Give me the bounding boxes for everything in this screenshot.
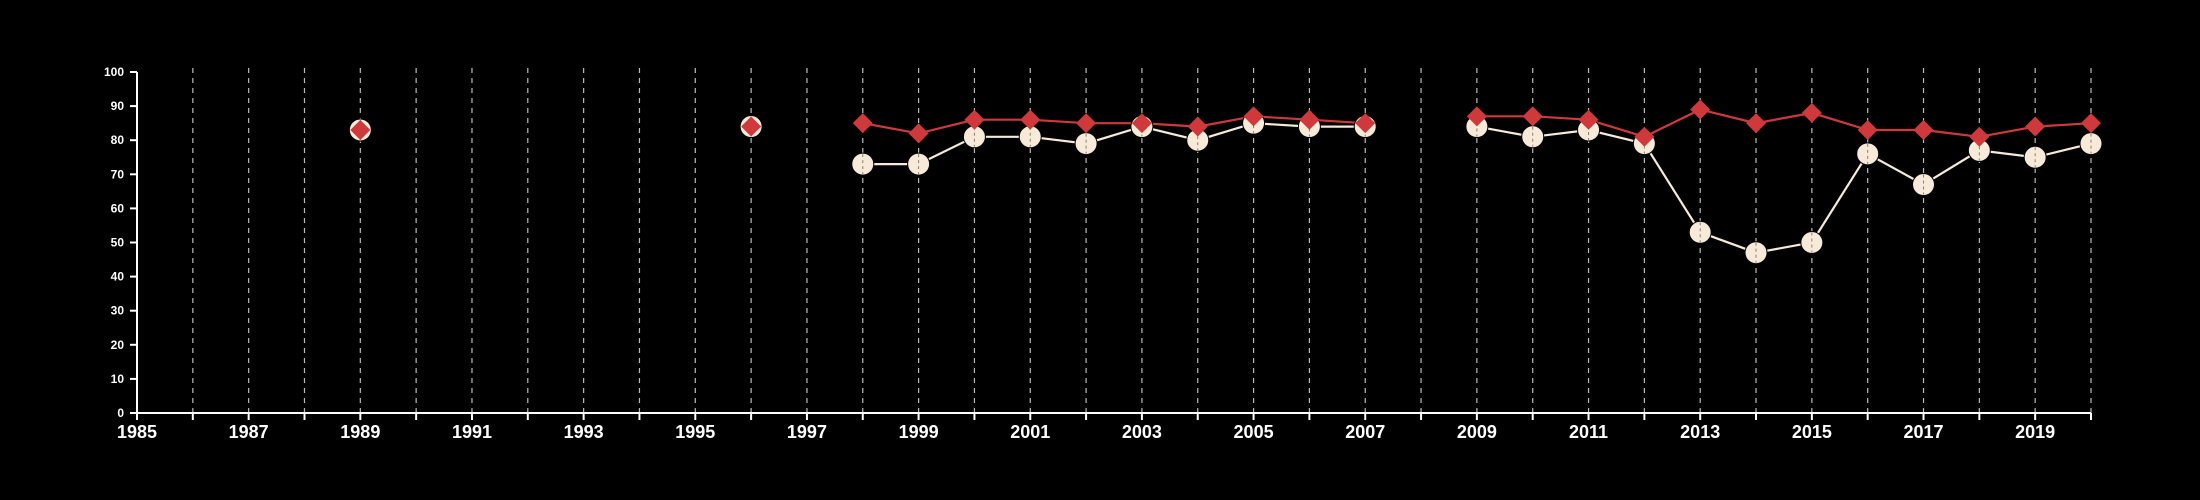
circle-marker-2015 xyxy=(1800,231,1824,254)
y-tick-label-40: 40 xyxy=(111,270,125,284)
diamond-marker-2001 xyxy=(1020,109,1041,130)
x-tick-label-1991: 1991 xyxy=(452,422,492,442)
series-1-line-3 xyxy=(1476,125,2092,254)
circle-marker-2019 xyxy=(2023,145,2047,169)
x-tick-label-1987: 1987 xyxy=(229,422,269,442)
x-tick-label-2009: 2009 xyxy=(1457,422,1497,442)
y-tick-label-80: 80 xyxy=(111,133,125,147)
diamond-marker-2018 xyxy=(1969,126,1990,147)
y-tick-label-60: 60 xyxy=(111,201,125,215)
series-0-line-2 xyxy=(862,115,1366,135)
circle-marker-2016 xyxy=(1856,142,1880,166)
diamond-marker-2007 xyxy=(1355,113,1376,134)
circle-marker-1998 xyxy=(851,152,875,176)
x-tick-label-2017: 2017 xyxy=(1903,422,1943,442)
diamond-marker-2014 xyxy=(1746,113,1767,134)
diamond-marker-2013 xyxy=(1690,99,1711,120)
x-tick-label-1995: 1995 xyxy=(675,422,715,442)
diamond-marker-1996 xyxy=(741,116,762,137)
diamond-marker-2009 xyxy=(1466,106,1487,127)
circle-marker-2013 xyxy=(1688,220,1712,244)
circle-marker-2017 xyxy=(1912,173,1936,197)
y-tick-label-100: 100 xyxy=(104,65,124,79)
diamond-marker-2011 xyxy=(1578,109,1599,130)
circle-marker-1999 xyxy=(907,152,931,176)
y-tick-label-70: 70 xyxy=(111,167,125,181)
diamond-marker-1998 xyxy=(852,113,873,134)
x-tick-label-1999: 1999 xyxy=(899,422,939,442)
x-tick-label-2019: 2019 xyxy=(2015,422,2055,442)
x-tick-label-2013: 2013 xyxy=(1680,422,1720,442)
diamond-marker-2002 xyxy=(1076,113,1097,134)
y-tick-label-0: 0 xyxy=(117,406,124,420)
diamond-marker-2012 xyxy=(1634,126,1655,147)
circle-marker-2014 xyxy=(1744,241,1768,265)
diamond-marker-2020 xyxy=(2081,113,2101,134)
diamond-marker-2006 xyxy=(1299,109,1320,130)
y-tick-label-20: 20 xyxy=(111,338,125,352)
y-tick-label-50: 50 xyxy=(111,236,125,250)
diamond-marker-2015 xyxy=(1801,102,1822,123)
diamond-marker-2019 xyxy=(2025,116,2046,137)
series-1-line-2 xyxy=(862,122,1366,166)
axes: 0 10 20 30 40 50 60 70 80 90 100 1985 1987 1989 1991 19… xyxy=(104,65,2092,442)
x-tick-label-2003: 2003 xyxy=(1122,422,1162,442)
x-tick-label-1993: 1993 xyxy=(564,422,604,442)
x-tick-label-2011: 2011 xyxy=(1569,422,1608,442)
y-tick-label-90: 90 xyxy=(111,99,125,113)
y-tick-label-10: 10 xyxy=(111,372,125,386)
x-tick-label-2007: 2007 xyxy=(1345,422,1385,442)
diamond-marker-2017 xyxy=(1913,119,1934,140)
diamond-marker-2005 xyxy=(1243,106,1264,127)
x-tick-label-1997: 1997 xyxy=(787,422,827,442)
diamond-marker-1989 xyxy=(350,119,371,140)
diamond-marker-2010 xyxy=(1522,106,1543,127)
diamond-marker-2000 xyxy=(964,109,985,130)
diamond-marker-2004 xyxy=(1187,116,1208,137)
y-tick-label-30: 30 xyxy=(111,304,125,318)
series xyxy=(348,99,2103,265)
diamond-marker-2016 xyxy=(1857,119,1878,140)
x-tick-label-1985: 1985 xyxy=(117,422,157,442)
x-tick-label-2001: 2001 xyxy=(1010,422,1050,442)
x-tick-label-2015: 2015 xyxy=(1792,422,1832,442)
x-tick-label-2005: 2005 xyxy=(1234,422,1274,442)
diamond-marker-2003 xyxy=(1131,113,1152,134)
x-tick-label-1989: 1989 xyxy=(340,422,380,442)
diamond-marker-1999 xyxy=(908,123,929,144)
